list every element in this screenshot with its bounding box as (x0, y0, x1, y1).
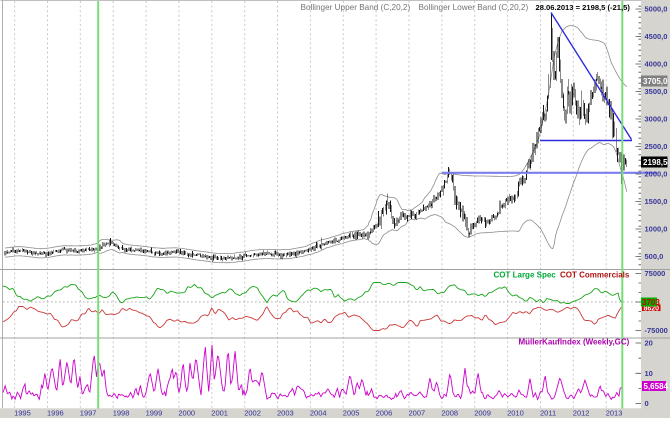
svg-text:2013: 2013 (606, 409, 623, 418)
svg-text:0: 0 (645, 399, 649, 408)
svg-text:5,6584: 5,6584 (644, 382, 669, 391)
svg-text:Bollinger Lower Band (C,20,2): Bollinger Lower Band (C,20,2) (419, 3, 529, 12)
svg-text:2012: 2012 (573, 409, 590, 418)
svg-text:2006: 2006 (376, 409, 393, 418)
svg-text:1997: 1997 (80, 409, 97, 418)
svg-text:2009: 2009 (474, 409, 491, 418)
svg-text:1998: 1998 (113, 409, 130, 418)
svg-text:Bollinger Upper Band (C,20,2): Bollinger Upper Band (C,20,2) (301, 3, 411, 12)
svg-text:1000,0: 1000,0 (645, 225, 668, 234)
svg-text:3705,0: 3705,0 (643, 77, 668, 86)
svg-text:2011: 2011 (540, 409, 556, 418)
svg-text:4000,0: 4000,0 (645, 60, 668, 69)
svg-text:10: 10 (645, 369, 653, 378)
svg-text:2002: 2002 (244, 409, 261, 418)
svg-text:2005: 2005 (343, 409, 360, 418)
svg-text:8620: 8620 (644, 306, 660, 313)
svg-text:3703: 3703 (642, 298, 660, 307)
svg-text:1995: 1995 (14, 409, 31, 418)
svg-text:-75000: -75000 (645, 326, 668, 335)
svg-text:2003: 2003 (277, 409, 294, 418)
svg-text:2000,0: 2000,0 (645, 170, 668, 179)
svg-text:1996: 1996 (47, 409, 64, 418)
svg-text:2500,0: 2500,0 (645, 142, 668, 151)
svg-text:2008: 2008 (441, 409, 458, 418)
svg-text:4500,0: 4500,0 (645, 32, 668, 41)
svg-text:3000,0: 3000,0 (645, 115, 668, 124)
svg-text:5000,0: 5000,0 (645, 5, 668, 14)
svg-text:20: 20 (645, 339, 653, 348)
svg-text:2004: 2004 (310, 409, 327, 418)
svg-text:28.06.2013 = 2198,5 (-21,5): 28.06.2013 = 2198,5 (-21,5) (536, 3, 631, 12)
svg-text:2001: 2001 (211, 409, 228, 418)
svg-text:500,0: 500,0 (645, 252, 664, 261)
svg-text:3500,0: 3500,0 (645, 87, 668, 96)
svg-text:MüllerKaufIndex (Weekly,GC): MüllerKaufIndex (Weekly,GC) (519, 338, 630, 347)
svg-text:75000: 75000 (645, 269, 666, 278)
svg-text:2198,5: 2198,5 (643, 158, 668, 167)
svg-text:COT Large Spec: COT Large Spec (494, 271, 557, 280)
svg-text:1500,0: 1500,0 (645, 197, 668, 206)
svg-text:COT Commercials: COT Commercials (560, 271, 630, 280)
svg-text:1999: 1999 (146, 409, 163, 418)
svg-text:2007: 2007 (409, 409, 426, 418)
svg-text:2010: 2010 (507, 409, 524, 418)
svg-text:2000: 2000 (178, 409, 195, 418)
